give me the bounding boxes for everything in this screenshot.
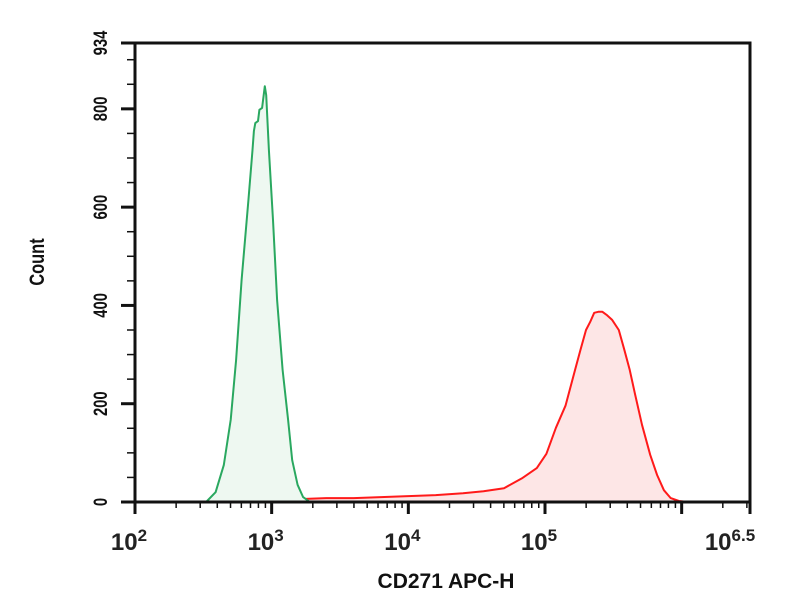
y-tick-label: 800 <box>90 97 111 122</box>
isotype-control-line <box>205 85 311 503</box>
cd271-stained-line <box>251 310 689 503</box>
y-axis: 0 200 400 600 800 934 <box>90 30 135 506</box>
series-layer <box>205 85 689 503</box>
y-tick-label: 0 <box>90 498 111 506</box>
y-tick-label: 400 <box>90 293 111 318</box>
cd271-stained-fill <box>251 311 689 502</box>
x-tick-label: 105 <box>521 526 557 556</box>
x-tick-label: 104 <box>384 526 421 556</box>
y-tick-label: 200 <box>90 391 111 416</box>
x-axis: 102 103 104 105 106.5 <box>111 502 755 556</box>
y-tick-label: 934 <box>90 30 111 55</box>
x-tick-label: 102 <box>111 526 147 556</box>
x-axis-title: CD271 APC-H <box>378 570 515 593</box>
x-tick-label: 106.5 <box>705 526 755 556</box>
y-tick-label: 600 <box>90 195 111 220</box>
plot-frame <box>133 41 752 504</box>
y-axis-title: Count <box>25 238 48 286</box>
x-tick-label: 103 <box>248 526 284 556</box>
isotype-control-fill <box>206 86 310 502</box>
